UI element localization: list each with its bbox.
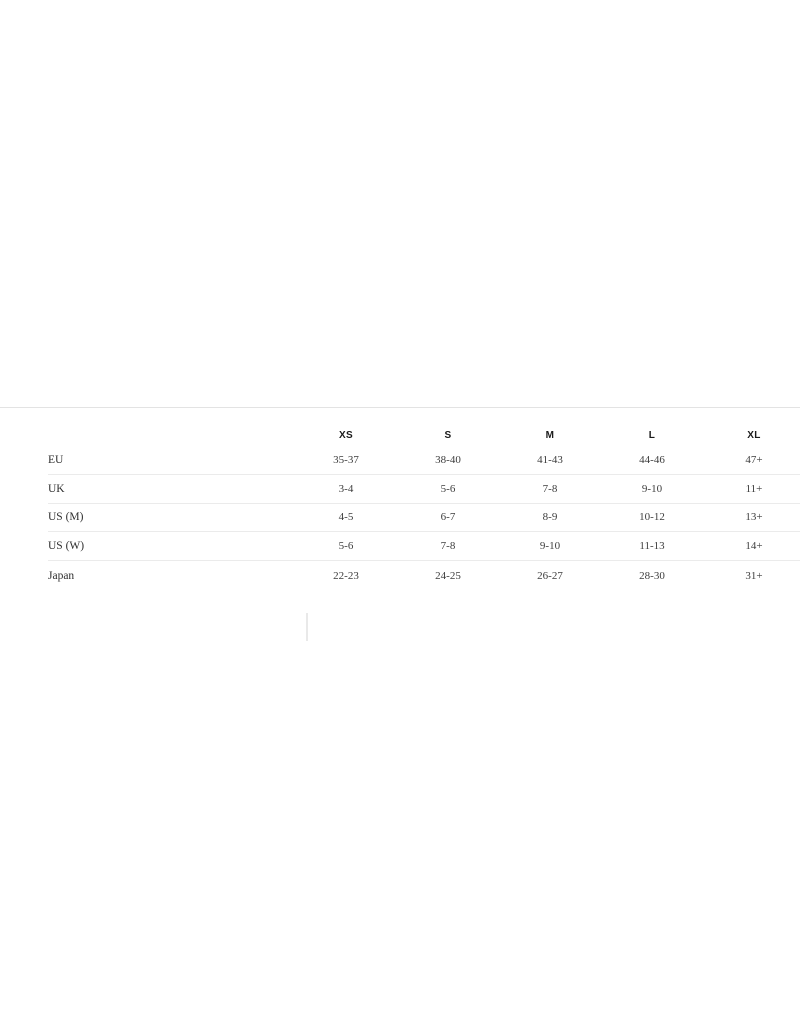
column-header-s: S	[444, 429, 452, 441]
row-label-japan: Japan	[48, 569, 75, 582]
table-row-uk: UK 3-4 5-6 7-8 9-10 11+	[48, 475, 800, 504]
size-cell: 9-10	[539, 540, 561, 553]
size-cell: 24-25	[435, 569, 461, 582]
size-cell: 14+	[745, 540, 763, 553]
size-cell: 31+	[745, 569, 763, 582]
row-label-uk: UK	[48, 482, 65, 495]
size-cell: 38-40	[435, 453, 461, 466]
row-label-eu: EU	[48, 453, 64, 466]
size-cell: 11+	[745, 482, 763, 495]
size-cell: 44-46	[639, 453, 665, 466]
size-cell: 28-30	[639, 569, 665, 582]
column-header-l: L	[648, 429, 656, 441]
size-cell: 26-27	[537, 569, 563, 582]
row-label-us-w: US (W)	[48, 540, 85, 553]
size-cell: 47+	[745, 453, 763, 466]
size-chart-table: XS S M L XL EU 35-37 38-40 41-43 44-46 4…	[48, 408, 800, 590]
size-cell: 22-23	[333, 569, 359, 582]
table-row-japan: Japan 22-23 24-25 26-27 28-30 31+	[48, 561, 800, 590]
table-row-us-m: US (M) 4-5 6-7 8-9 10-12 13+	[48, 504, 800, 533]
table-row-us-w: US (W) 5-6 7-8 9-10 11-13 14+	[48, 532, 800, 562]
column-header-xl: XL	[747, 429, 761, 441]
row-label-us-m: US (M)	[48, 511, 84, 524]
section-divider	[0, 407, 800, 408]
size-cell: 6-7	[440, 511, 456, 524]
text-cursor-tick	[306, 613, 308, 641]
size-cell: 9-10	[641, 482, 663, 495]
column-header-m: M	[545, 429, 555, 441]
size-cell: 7-8	[542, 482, 558, 495]
size-cell: 11-13	[639, 540, 665, 553]
size-cell: 35-37	[333, 453, 359, 466]
size-cell: 5-6	[338, 540, 354, 553]
size-cell: 10-12	[639, 511, 665, 524]
column-header-xs: XS	[339, 429, 353, 441]
size-chart-header-row: XS S M L XL	[48, 408, 800, 446]
size-cell: 13+	[745, 511, 763, 524]
size-cell: 4-5	[338, 511, 354, 524]
size-cell: 41-43	[537, 453, 563, 466]
size-cell: 5-6	[440, 482, 456, 495]
size-cell: 3-4	[338, 482, 354, 495]
size-cell: 7-8	[440, 540, 456, 553]
size-cell: 8-9	[542, 511, 558, 524]
table-row-eu: EU 35-37 38-40 41-43 44-46 47+	[48, 446, 800, 475]
